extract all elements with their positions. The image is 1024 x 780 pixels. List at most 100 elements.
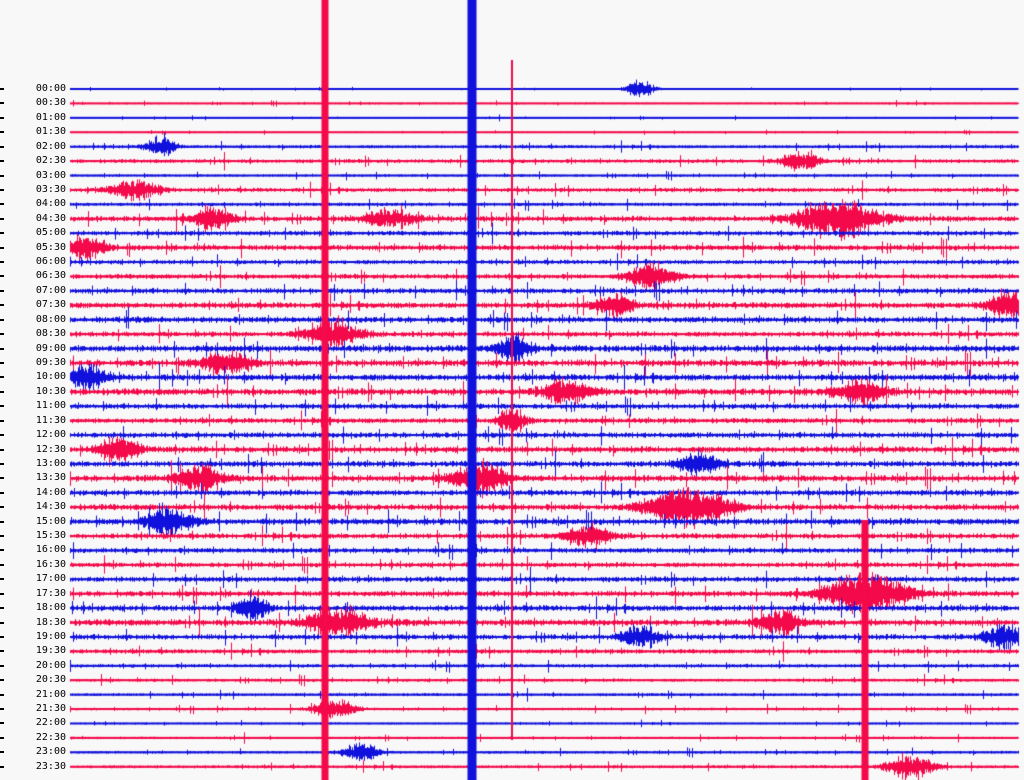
time-label: 08:00	[35, 313, 66, 325]
axis-tick	[0, 275, 4, 278]
axis-tick	[0, 289, 4, 292]
axis-tick	[0, 203, 4, 206]
time-label: 11:00	[35, 400, 66, 412]
axis-tick	[0, 174, 4, 177]
time-label: 23:30	[35, 760, 66, 772]
axis-tick	[0, 607, 4, 610]
axis-tick	[0, 650, 4, 653]
time-label: 05:00	[35, 227, 66, 239]
axis-tick	[0, 462, 4, 465]
time-label: 09:00	[35, 342, 66, 354]
time-axis: 00:00 00:30 01:00 01:30 02:00 02:30 03:00 03:30…	[0, 0, 66, 780]
time-label: 10:00	[35, 371, 66, 383]
axis-tick	[0, 419, 4, 422]
axis-tick	[0, 246, 4, 249]
axis-tick	[0, 304, 4, 307]
time-label: 13:00	[35, 457, 66, 469]
axis-tick	[0, 621, 4, 624]
time-label: 01:30	[35, 126, 66, 138]
time-label: 01:00	[35, 111, 66, 123]
axis-tick	[0, 722, 4, 725]
time-label: 18:30	[35, 616, 66, 628]
axis-tick-column	[0, 0, 8, 780]
time-label: 03:00	[35, 169, 66, 181]
axis-tick	[0, 102, 4, 105]
time-label: 07:00	[35, 284, 66, 296]
axis-tick	[0, 434, 4, 437]
time-label: 00:30	[35, 97, 66, 109]
time-label: 23:00	[35, 746, 66, 758]
time-label: 06:30	[35, 270, 66, 282]
axis-tick	[0, 635, 4, 638]
time-label: 10:30	[35, 385, 66, 397]
axis-tick	[0, 751, 4, 754]
axis-tick	[0, 448, 4, 451]
axis-tick	[0, 535, 4, 538]
time-label: 02:00	[35, 140, 66, 152]
time-label: 11:30	[35, 414, 66, 426]
time-label: 04:00	[35, 198, 66, 210]
axis-tick	[0, 318, 4, 321]
axis-tick	[0, 563, 4, 566]
axis-tick	[0, 333, 4, 336]
axis-tick	[0, 405, 4, 408]
time-label: 20:30	[35, 674, 66, 686]
axis-tick	[0, 708, 4, 711]
time-label: 19:30	[35, 645, 66, 657]
axis-tick	[0, 347, 4, 350]
time-label: 21:30	[35, 703, 66, 715]
time-label: 22:30	[35, 731, 66, 743]
time-label: 12:00	[35, 429, 66, 441]
axis-tick	[0, 664, 4, 667]
axis-tick	[0, 549, 4, 552]
time-label: 17:30	[35, 587, 66, 599]
axis-tick	[0, 232, 4, 235]
time-label: 07:30	[35, 299, 66, 311]
axis-tick	[0, 145, 4, 148]
time-label: 16:00	[35, 544, 66, 556]
time-label: 14:30	[35, 501, 66, 513]
time-label: 02:30	[35, 155, 66, 167]
axis-tick	[0, 131, 4, 134]
axis-tick	[0, 390, 4, 393]
axis-tick	[0, 188, 4, 191]
time-label: 21:00	[35, 688, 66, 700]
axis-tick	[0, 376, 4, 379]
time-label: 17:00	[35, 573, 66, 585]
axis-tick	[0, 491, 4, 494]
time-label: 00:00	[35, 83, 66, 94]
time-label: 04:30	[35, 212, 66, 224]
axis-tick	[0, 736, 4, 739]
axis-tick	[0, 765, 4, 768]
time-label: 15:30	[35, 530, 66, 542]
time-label: 12:30	[35, 443, 66, 455]
axis-tick	[0, 160, 4, 163]
axis-tick	[0, 217, 4, 220]
time-label: 15:00	[35, 515, 66, 527]
axis-tick	[0, 361, 4, 364]
axis-tick	[0, 592, 4, 595]
time-label: 03:30	[35, 183, 66, 195]
axis-tick	[0, 506, 4, 509]
axis-tick	[0, 261, 4, 264]
time-label: 16:30	[35, 558, 66, 570]
time-label: 20:00	[35, 659, 66, 671]
time-label: 08:30	[35, 328, 66, 340]
time-label: 13:30	[35, 472, 66, 484]
time-label: 19:00	[35, 630, 66, 642]
axis-tick	[0, 578, 4, 581]
axis-tick	[0, 116, 4, 119]
axis-tick	[0, 477, 4, 480]
time-label: 22:00	[35, 717, 66, 729]
axis-tick	[0, 679, 4, 682]
axis-tick	[0, 88, 4, 90]
time-label: 09:30	[35, 356, 66, 368]
time-label: 18:00	[35, 602, 66, 614]
time-label: 06:00	[35, 256, 66, 268]
axis-tick	[0, 693, 4, 696]
time-label: 05:30	[35, 241, 66, 253]
axis-tick	[0, 520, 4, 523]
time-label: 14:00	[35, 486, 66, 498]
